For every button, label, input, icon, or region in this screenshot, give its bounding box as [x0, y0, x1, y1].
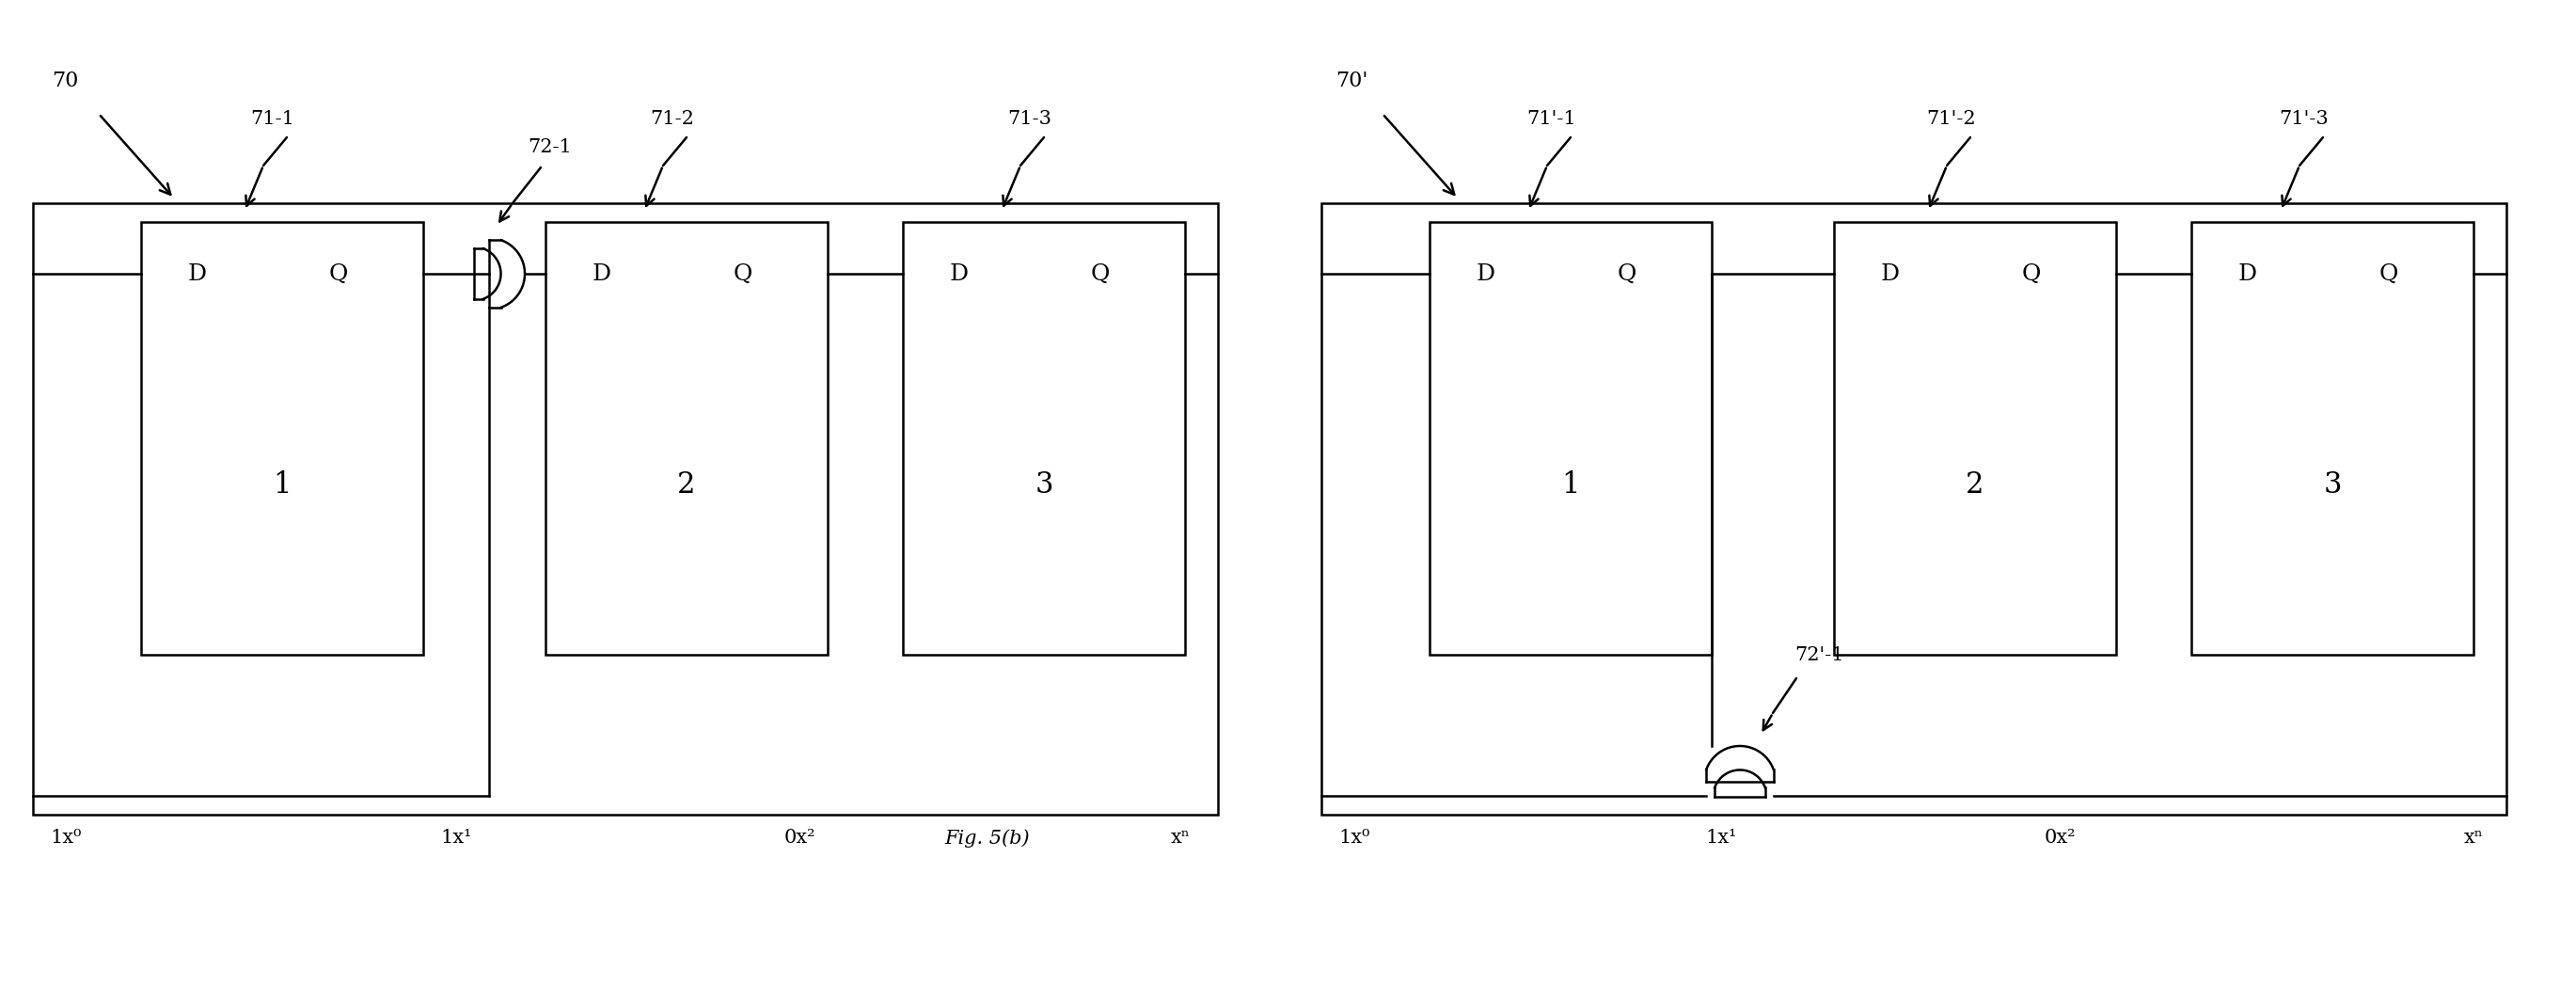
Text: Q: Q: [734, 263, 752, 284]
Text: xⁿ: xⁿ: [1170, 830, 1190, 847]
Bar: [142, 222, 422, 654]
Text: 0x²: 0x²: [783, 830, 814, 847]
Text: 71-1: 71-1: [250, 109, 294, 128]
Text: Q: Q: [1618, 263, 1636, 284]
Bar: [1430, 222, 1710, 654]
Text: 1: 1: [1561, 470, 1579, 500]
Text: 1x⁰: 1x⁰: [1340, 830, 1370, 847]
Bar: [1321, 204, 2506, 815]
Text: Q: Q: [1090, 263, 1110, 284]
Text: 3: 3: [2324, 470, 2342, 500]
Text: D: D: [2239, 263, 2257, 284]
Text: 0x²: 0x²: [2043, 830, 2076, 847]
Bar: [33, 204, 1218, 815]
Text: Q: Q: [330, 263, 348, 284]
Bar: [2192, 222, 2473, 654]
Text: D: D: [1476, 263, 1497, 284]
Text: 71'-2: 71'-2: [1927, 109, 1976, 128]
Text: D: D: [1880, 263, 1901, 284]
Text: D: D: [188, 263, 206, 284]
Text: 1x⁰: 1x⁰: [49, 830, 82, 847]
Text: D: D: [951, 263, 969, 284]
Text: Q: Q: [2022, 263, 2040, 284]
Bar: [1834, 222, 2115, 654]
Text: Q: Q: [2380, 263, 2398, 284]
Text: 1x¹: 1x¹: [1705, 830, 1736, 847]
Text: 71-3: 71-3: [1007, 109, 1051, 128]
Bar: [902, 222, 1185, 654]
Text: Fig. 5(b): Fig. 5(b): [945, 829, 1030, 847]
Text: 1: 1: [273, 470, 291, 500]
Text: 71'-1: 71'-1: [1528, 109, 1577, 128]
Text: 3: 3: [1036, 470, 1054, 500]
Text: 2: 2: [1965, 470, 1984, 500]
Text: 72-1: 72-1: [528, 138, 572, 155]
Text: 70: 70: [52, 71, 77, 92]
Bar: [546, 222, 827, 654]
Text: 1x¹: 1x¹: [440, 830, 471, 847]
Text: 2: 2: [677, 470, 696, 500]
Text: 70': 70': [1334, 71, 1368, 92]
Text: 71'-3: 71'-3: [2280, 109, 2329, 128]
Text: 72'-1: 72'-1: [1795, 646, 1844, 663]
Text: D: D: [592, 263, 611, 284]
Text: 71-2: 71-2: [649, 109, 696, 128]
Text: xⁿ: xⁿ: [2463, 830, 2483, 847]
